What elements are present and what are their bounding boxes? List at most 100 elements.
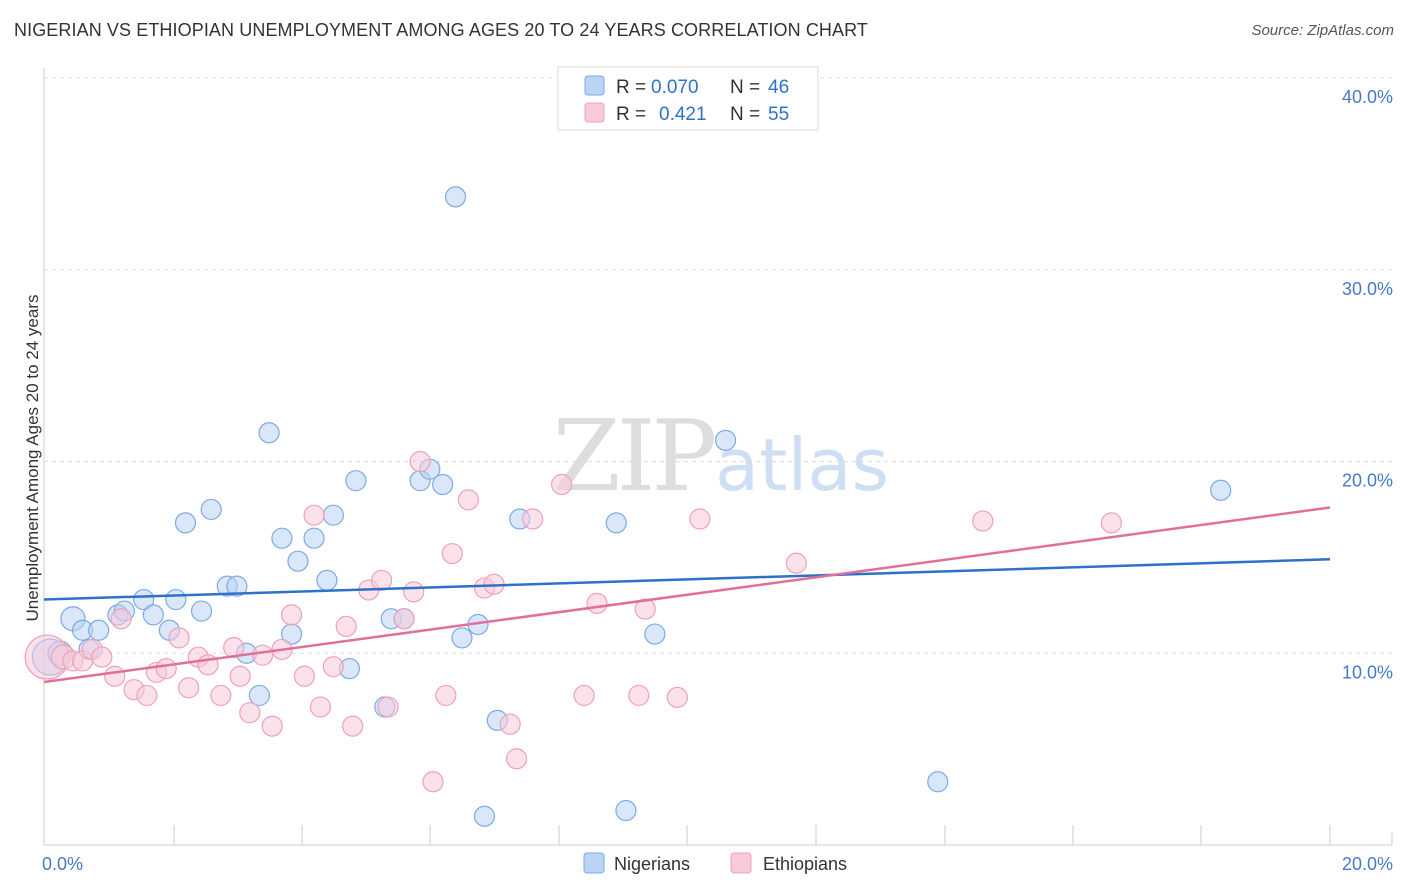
ethiopian-point-36 bbox=[422, 771, 444, 793]
ethiopian-point-7 bbox=[110, 608, 132, 630]
y-tick-labels: 10.0% 20.0% 30.0% 40.0% bbox=[1342, 87, 1393, 682]
ethiopian-point-51 bbox=[689, 508, 711, 530]
ethiopian-point-25 bbox=[303, 504, 325, 526]
legend-r-label-ethiopians: R = bbox=[616, 104, 646, 125]
ethiopian-point-20 bbox=[252, 644, 274, 666]
ethiopian-point-11 bbox=[155, 657, 177, 680]
bottom-legend-swatch-ethiopians bbox=[730, 852, 752, 874]
bottom-legend-label-nigerians: Nigerians bbox=[614, 854, 690, 874]
legend: R = 0.070 N = 46 R = 0.421 N = 55 bbox=[557, 66, 819, 131]
ethiopian-point-43 bbox=[506, 748, 528, 770]
ethiopian-trend-line bbox=[43, 506, 1331, 684]
ethiopian-point-27 bbox=[322, 656, 344, 678]
y-tick-label-0: 10.0% bbox=[1342, 662, 1393, 682]
axes bbox=[43, 68, 1393, 846]
ethiopian-point-48 bbox=[628, 684, 650, 707]
nigerian-point-11 bbox=[165, 588, 187, 611]
nigerian-point-16 bbox=[226, 575, 248, 597]
ethiopian-point-50 bbox=[666, 686, 688, 708]
chart-source: Source: ZipAtlas.com bbox=[1251, 22, 1394, 39]
legend-n-value-ethiopians: 55 bbox=[768, 104, 789, 125]
nigerian-point-18 bbox=[248, 684, 271, 707]
nigerian-point-37 bbox=[473, 805, 496, 827]
legend-n-label-nigerians: N = bbox=[730, 77, 760, 98]
ethiopian-point-42 bbox=[499, 713, 521, 735]
nigerian-point-33 bbox=[432, 473, 454, 496]
bottom-legend-swatch-nigerians bbox=[583, 852, 605, 874]
nigerian-point-14 bbox=[200, 498, 222, 521]
nigerian-point-24 bbox=[316, 569, 338, 591]
ethiopian-point-38 bbox=[441, 542, 463, 565]
nigerian-point-8 bbox=[133, 588, 155, 611]
ethiopian-point-5 bbox=[91, 646, 113, 668]
legend-swatch-ethiopians bbox=[584, 102, 605, 123]
ethiopian-point-35 bbox=[409, 450, 431, 473]
ethiopian-point-13 bbox=[178, 677, 200, 699]
nigerian-point-41 bbox=[615, 799, 637, 822]
ethiopian-point-24 bbox=[293, 665, 316, 687]
ethiopian-point-19 bbox=[239, 702, 261, 724]
x-tick-label-max: 20.0% bbox=[1342, 854, 1393, 874]
nigerian-point-12 bbox=[174, 512, 197, 534]
y-axis-title: Unemployment Among Ages 20 to 24 years bbox=[23, 295, 42, 622]
legend-r-label-nigerians: R = bbox=[616, 77, 646, 98]
y-tick-label-2: 30.0% bbox=[1342, 279, 1393, 299]
nigerian-point-34 bbox=[444, 186, 467, 208]
ethiopian-point-46 bbox=[573, 684, 595, 707]
x-tick-labels: 0.0% 20.0% bbox=[42, 854, 1393, 874]
nigerian-point-43 bbox=[714, 429, 737, 452]
watermark: ZIP atlas bbox=[553, 400, 889, 514]
y-tick-label-3: 40.0% bbox=[1342, 87, 1393, 107]
ethiopian-point-45 bbox=[551, 473, 573, 496]
ethiopian-point-21 bbox=[261, 715, 283, 737]
ethiopian-point-18 bbox=[229, 665, 251, 687]
nigerian-point-40 bbox=[605, 512, 627, 534]
nigerian-point-45 bbox=[1210, 479, 1232, 501]
nigerian-point-9 bbox=[142, 604, 164, 626]
legend-r-value-ethiopians: 0.421 bbox=[659, 104, 707, 125]
watermark-zip: ZIP bbox=[553, 400, 715, 514]
series-ethiopians bbox=[24, 450, 1122, 793]
nigerian-point-22 bbox=[287, 550, 309, 572]
ethiopian-point-53 bbox=[972, 510, 994, 532]
grid-lines bbox=[44, 77, 1392, 654]
legend-n-value-nigerians: 46 bbox=[768, 77, 789, 98]
y-tick-label-1: 20.0% bbox=[1342, 471, 1393, 491]
legend-r-value-nigerians: 0.070 bbox=[651, 77, 699, 98]
nigerian-point-19 bbox=[258, 422, 280, 444]
ethiopian-point-34 bbox=[403, 581, 425, 603]
ethiopian-point-28 bbox=[335, 615, 357, 638]
nigerian-point-35 bbox=[451, 627, 473, 649]
legend-n-label-ethiopians: N = bbox=[730, 104, 760, 125]
ethiopian-point-31 bbox=[370, 569, 393, 591]
ethiopian-point-39 bbox=[457, 489, 479, 511]
nigerian-point-23 bbox=[303, 527, 325, 549]
ethiopian-point-16 bbox=[210, 684, 232, 707]
ethiopian-point-6 bbox=[104, 665, 126, 687]
ethiopian-point-33 bbox=[393, 608, 415, 630]
nigerian-point-27 bbox=[345, 470, 367, 492]
nigerian-point-5 bbox=[88, 619, 110, 641]
trend-lines bbox=[43, 506, 1331, 684]
ethiopian-point-44 bbox=[522, 508, 544, 530]
ethiopian-point-49 bbox=[634, 598, 656, 620]
bottom-legend-label-ethiopians: Ethiopians bbox=[763, 854, 847, 874]
ethiopian-point-32 bbox=[377, 696, 399, 718]
nigerian-point-44 bbox=[927, 771, 949, 793]
ethiopian-point-26 bbox=[309, 696, 332, 718]
ethiopian-point-23 bbox=[280, 604, 303, 626]
nigerian-point-42 bbox=[644, 623, 666, 645]
ethiopian-point-29 bbox=[342, 715, 364, 737]
nigerian-trend-line bbox=[43, 558, 1331, 601]
ethiopian-point-37 bbox=[435, 684, 457, 707]
nigerian-point-13 bbox=[190, 600, 213, 622]
chart-title: NIGERIAN VS ETHIOPIAN UNEMPLOYMENT AMONG… bbox=[14, 20, 869, 40]
legend-swatch-nigerians bbox=[584, 75, 605, 96]
watermark-atlas: atlas bbox=[715, 423, 889, 507]
ethiopian-point-52 bbox=[785, 552, 807, 574]
nigerian-point-20 bbox=[271, 527, 293, 549]
ethiopian-point-54 bbox=[1100, 512, 1122, 534]
x-tick-label-min: 0.0% bbox=[42, 854, 83, 874]
ethiopian-point-47 bbox=[586, 592, 608, 614]
